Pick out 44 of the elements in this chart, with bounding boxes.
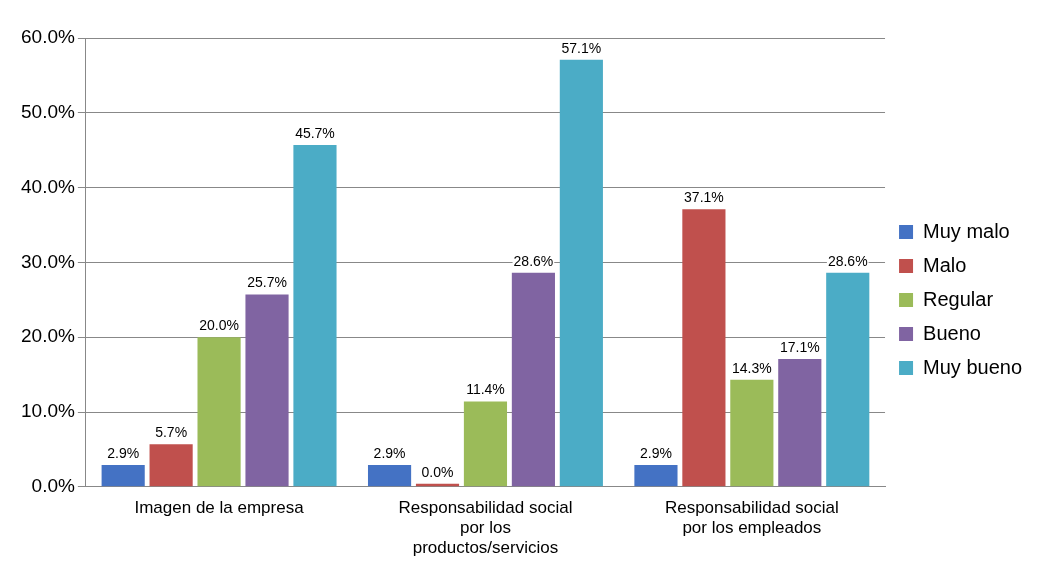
x-tick-label: Responsabilidad social por los empleados [664,497,839,538]
data-label: 2.9% [373,444,406,461]
y-tick-label: 50.0% [21,101,75,123]
bar [511,272,555,487]
data-label: 45.7% [295,124,335,141]
data-label: 11.4% [466,381,505,398]
y-tick-label: 10.0% [21,400,75,422]
y-tick-label: 30.0% [21,250,75,272]
data-label: 2.9% [107,444,140,461]
data-label: 37.1% [684,189,724,206]
legend-label: Regular [923,287,994,310]
bar [463,401,508,487]
bar [634,465,678,487]
data-label: 17.1% [779,338,820,355]
bar [778,358,822,487]
y-tick-label: 0.0% [31,475,75,497]
bar [245,294,289,487]
data-label: 20.0% [199,317,239,334]
data-label: 28.6% [513,252,554,269]
bar [826,272,870,487]
y-tick-label: 60.0% [21,26,75,48]
bar [293,144,337,487]
data-label: 2.9% [639,444,672,461]
y-tick-label: 40.0% [21,175,75,197]
legend-label: Bueno [923,321,981,344]
data-label: 25.7% [247,274,287,291]
data-label: 57.1% [561,39,602,56]
bar [559,59,603,487]
data-label: 14.3% [732,359,772,376]
legend-label: Muy malo [923,219,1010,242]
data-label: 28.6% [827,252,868,269]
bar [730,379,774,487]
bar [682,209,726,487]
data-label: 0.0% [421,463,454,480]
bar [149,444,193,487]
x-tick-label: Responsabilidad social por los productos/servicios [398,497,573,558]
x-tick-label: Imagen de la empresa [134,497,305,517]
legend-label: Muy bueno [923,355,1023,378]
y-tick-label: 20.0% [21,325,75,347]
bar [367,465,412,487]
data-label: 5.7% [155,424,188,441]
bar [197,337,241,487]
legend-label: Malo [923,253,967,276]
bar [101,465,145,487]
